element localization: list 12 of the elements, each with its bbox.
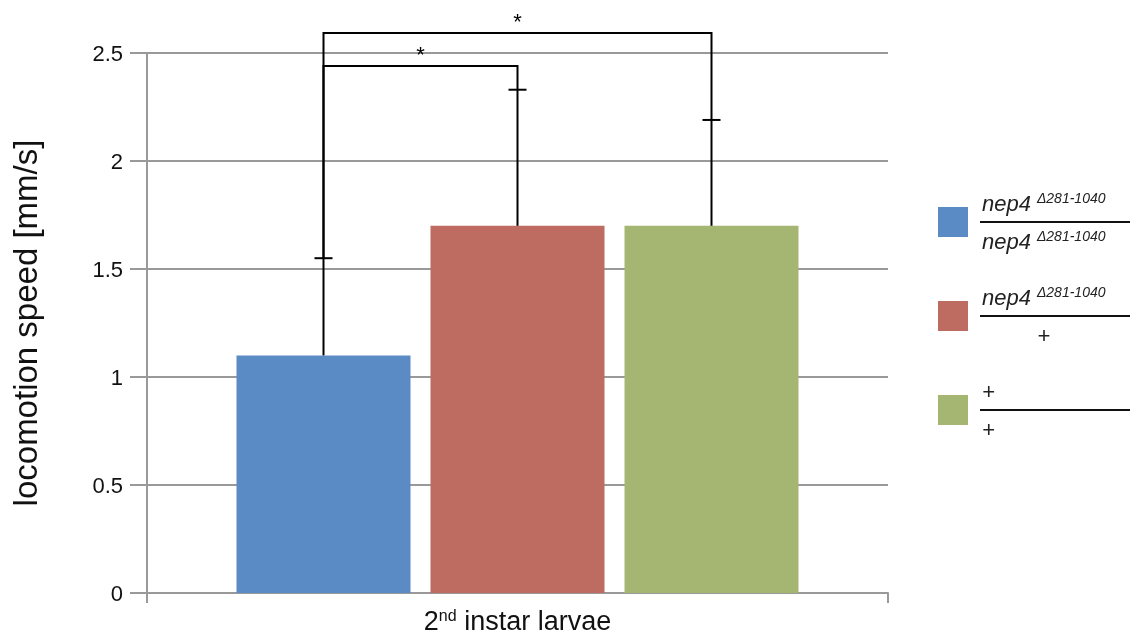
- y-axis-title: locomotion speed [mm/s]: [7, 139, 44, 507]
- y-tick-label: 2.5: [92, 40, 123, 66]
- text: nep4$^{Δ281-1040}$ nep4$^{Δ281-1040}$: [981, 190, 1106, 254]
- text: nep4$^{Δ281-1040}$ +: [981, 284, 1106, 348]
- y-tick-label: 2: [110, 148, 123, 174]
- y-tick-label: 1: [110, 364, 123, 390]
- legend-label: + +: [981, 379, 995, 442]
- text: *: [513, 9, 523, 34]
- y-tick-label: 0: [110, 580, 123, 606]
- y-tick-label: 1.5: [92, 256, 123, 282]
- y-tick-label: 0.5: [92, 472, 123, 498]
- annotation: *: [416, 42, 426, 67]
